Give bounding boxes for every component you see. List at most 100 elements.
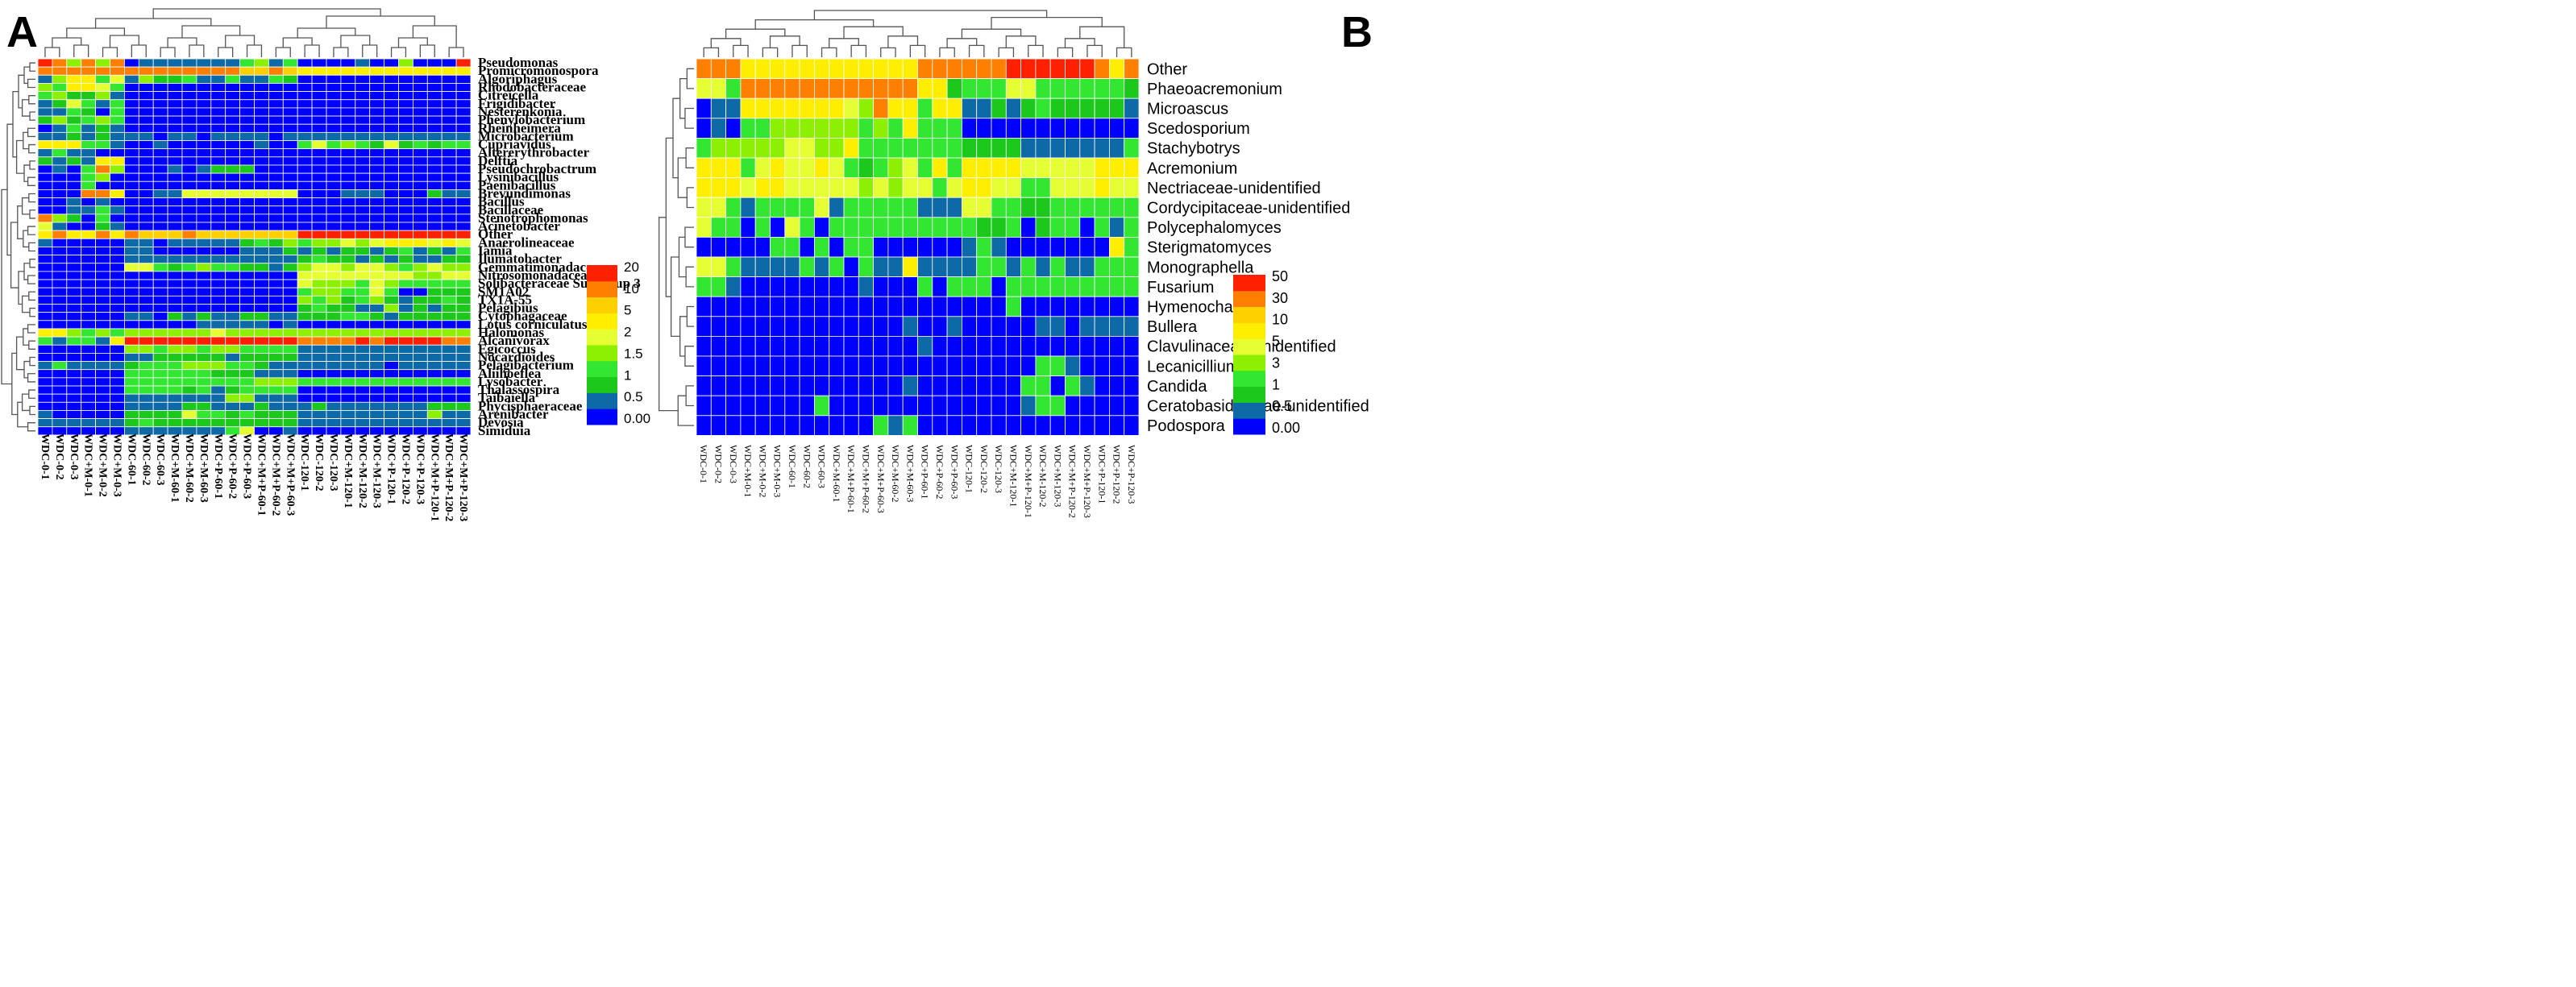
heatmap-cell xyxy=(398,393,413,403)
row-label: Nitrosomonadaceae xyxy=(478,267,594,283)
heatmap-cell xyxy=(95,312,110,321)
heatmap-cell xyxy=(976,395,992,417)
heatmap-cell xyxy=(1035,296,1051,317)
heatmap-cell xyxy=(196,156,212,166)
heatmap-cell xyxy=(455,131,472,141)
heatmap-cell xyxy=(441,131,457,141)
legend-label: 1.5 xyxy=(624,346,643,361)
column-dendrogram-link xyxy=(1005,35,1037,48)
heatmap-cell xyxy=(311,369,327,379)
heatmap-cell xyxy=(710,415,726,436)
heatmap-cell xyxy=(455,344,472,354)
heatmap-cell xyxy=(340,385,356,395)
heatmap-cell xyxy=(340,312,356,321)
heatmap-cell xyxy=(932,375,948,396)
heatmap-cell xyxy=(413,83,428,92)
heatmap-cell xyxy=(426,263,442,272)
heatmap-cell xyxy=(167,336,183,346)
heatmap-cell xyxy=(858,335,875,357)
heatmap-cell xyxy=(384,214,399,223)
column-dendrogram-link xyxy=(880,47,896,57)
heatmap-cell xyxy=(413,393,428,403)
heatmap-cell xyxy=(37,123,53,133)
heatmap-cell xyxy=(326,140,342,150)
heatmap-cell xyxy=(843,217,859,238)
heatmap-cell xyxy=(268,107,284,117)
heatmap-cell xyxy=(225,410,241,420)
row-label: Egicoccus xyxy=(478,341,536,356)
heatmap-cell xyxy=(297,172,313,182)
heatmap-a-column-labels: WDC-0-1 WDC-0-2 WDC-0-3 WDC+M-0-1 WDC+M-0-2 W… xyxy=(39,433,469,521)
heatmap-cell xyxy=(413,255,428,264)
heatmap-cell xyxy=(398,336,413,346)
heatmap-cell xyxy=(225,312,241,321)
row-label: Podospora xyxy=(1147,417,1226,435)
heatmap-cell xyxy=(384,222,399,231)
heatmap-cell xyxy=(413,287,428,297)
heatmap-cell xyxy=(932,415,948,436)
heatmap-cell xyxy=(81,336,96,346)
heatmap-cell xyxy=(369,418,385,428)
heatmap-cell xyxy=(355,312,371,321)
heatmap-cell xyxy=(784,137,800,159)
heatmap-cell xyxy=(181,197,197,207)
heatmap-cell xyxy=(398,344,413,354)
heatmap-cell xyxy=(95,393,110,403)
heatmap-cell xyxy=(326,393,342,403)
heatmap-cell xyxy=(455,189,472,198)
legend-label: 50 xyxy=(1272,268,1288,284)
heatmap-cell xyxy=(152,205,168,215)
heatmap-cell xyxy=(1020,375,1037,396)
row-label: Bacillaceae xyxy=(478,202,544,218)
heatmap-cell xyxy=(1005,316,1022,337)
heatmap-cell xyxy=(282,295,298,305)
heatmap-cell xyxy=(152,91,168,101)
heatmap-cell xyxy=(196,123,212,133)
heatmap-cell xyxy=(1094,395,1110,417)
heatmap-cell xyxy=(902,296,918,317)
heatmap-cell xyxy=(340,393,356,403)
column-label: WDC+M+P-120-3 xyxy=(1082,445,1093,518)
legend-swatch xyxy=(587,297,617,313)
heatmap-cell xyxy=(167,279,183,288)
row-label: Promicromonospora xyxy=(478,63,599,78)
heatmap-cell xyxy=(814,236,830,258)
heatmap-cell xyxy=(441,393,457,403)
heatmap-cell xyxy=(52,320,68,330)
heatmap-cell xyxy=(138,352,154,362)
heatmap-cell xyxy=(740,236,756,258)
heatmap-cell xyxy=(326,344,342,354)
legend-label: 3 xyxy=(1272,355,1280,371)
heatmap-cell xyxy=(976,316,992,337)
heatmap-cell xyxy=(123,344,139,354)
heatmap-cell xyxy=(784,157,800,179)
row-dendrogram-link xyxy=(29,307,35,317)
column-dendrogram-link xyxy=(448,47,464,57)
heatmap-cell xyxy=(887,97,904,119)
heatmap-cell xyxy=(81,271,96,280)
heatmap-cell xyxy=(1065,58,1081,80)
heatmap-cell xyxy=(95,99,110,109)
heatmap-cell xyxy=(843,177,859,198)
heatmap-cell xyxy=(167,164,183,174)
heatmap-cell xyxy=(413,172,428,182)
heatmap-cell xyxy=(181,377,197,387)
legend-swatch xyxy=(587,265,617,282)
heatmap-cell xyxy=(254,369,269,379)
heatmap-cell xyxy=(138,148,154,158)
heatmap-cell xyxy=(740,276,756,297)
heatmap-cell xyxy=(210,312,226,321)
heatmap-cell xyxy=(297,361,313,371)
heatmap-cell xyxy=(239,107,255,117)
heatmap-cell xyxy=(123,328,139,338)
heatmap-cell xyxy=(297,287,313,297)
heatmap-cell xyxy=(311,140,327,150)
heatmap-cell xyxy=(66,304,82,313)
heatmap-cell xyxy=(81,287,96,297)
heatmap-cell xyxy=(225,320,241,330)
heatmap-cell xyxy=(268,255,284,264)
heatmap-cell xyxy=(843,296,859,317)
heatmap-cell xyxy=(95,66,110,76)
heatmap-cell xyxy=(152,312,168,321)
